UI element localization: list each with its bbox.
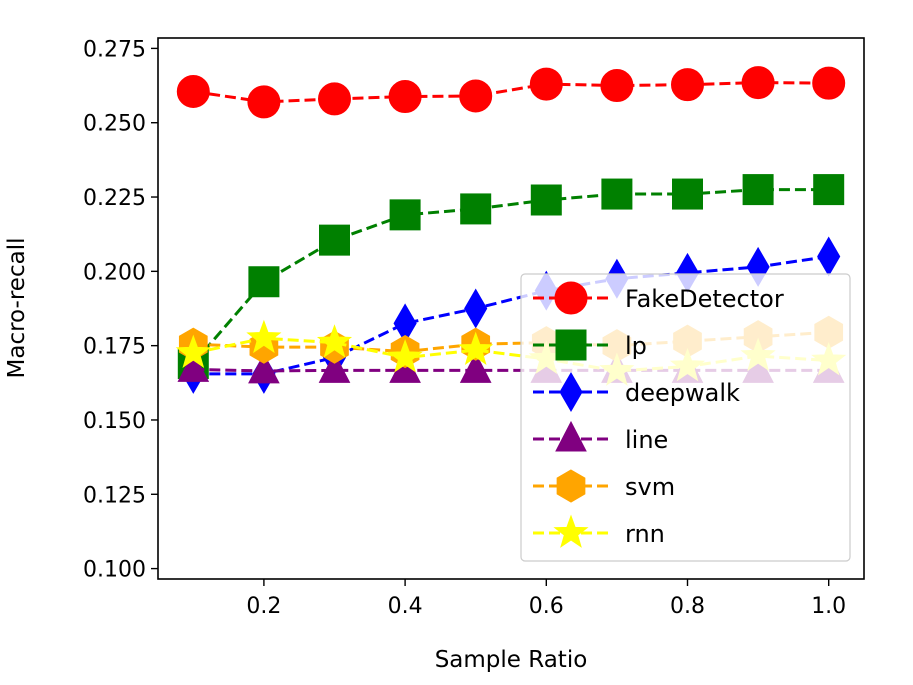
x-axis-label: Sample Ratio [435,647,588,673]
data-point-lp [813,174,845,206]
y-axis-label: Macro-recall [4,238,30,379]
legend-marker-lp [555,329,587,361]
data-point-rnn [458,331,494,366]
legend: FakeDetector lp deepwalk line svm rnn [520,273,851,562]
data-point-lp [319,224,350,256]
legend-marker-svm [556,469,586,503]
x-tick-label: 0.6 [529,594,564,619]
legend-entry-svm: svm [533,469,675,503]
y-axis: 0.100 0.125 0.150 0.175 0.200 0.225 0.250 0.275 [83,37,158,583]
data-point-fakedetector [600,69,634,103]
data-point-lp [742,174,774,206]
legend-label: lp [625,332,647,360]
legend-entry-fakedetector: FakeDetector [533,281,784,315]
data-point-fakedetector [529,67,563,101]
data-point-line [177,351,210,382]
y-tick-label: 0.225 [83,186,146,211]
x-tick-label: 0.4 [388,594,423,619]
legend-label: rnn [625,520,665,548]
x-tick-label: 1.0 [811,594,846,619]
x-tick-label: 0.8 [670,594,705,619]
legend-marker-line [555,420,587,452]
legend-entry-rnn: rnn [533,514,665,548]
y-tick-label: 0.100 [83,558,146,583]
data-point-rnn [316,324,353,358]
data-point-line [459,352,492,383]
data-point-fakedetector [247,85,281,119]
y-tick-label: 0.275 [83,37,146,62]
plot-frame [157,37,865,580]
x-axis: 0.2 0.4 0.6 0.8 1.0 [246,579,846,619]
y-tick-label: 0.150 [83,409,146,434]
data-point-rnn [175,334,211,369]
data-point-rnn [246,319,282,354]
data-point-lp [601,178,633,210]
data-point-lp [672,178,703,210]
legend-label: line [625,426,668,454]
legend-marker-rnn [553,514,589,548]
series-line-lp [192,188,829,365]
x-tick-label: 0.2 [246,594,281,619]
series-fakedetector [176,66,846,119]
series-line-deepwalk [193,254,829,376]
data-point-lp [248,266,280,298]
y-tick-label: 0.250 [83,112,146,137]
legend-entry-line: line [533,420,668,454]
data-point-rnn [387,339,423,373]
data-point-line [318,352,351,383]
legend-label: deepwalk [625,379,740,407]
legend-label: FakeDetector [625,285,784,313]
series-line-fakedetector [193,81,829,104]
data-point-lp [389,199,421,231]
data-point-deepwalk [464,288,488,329]
y-tick-label: 0.125 [83,483,146,508]
legend-marker-deepwalk [559,372,583,412]
data-point-fakedetector [318,82,351,116]
legend-label: svm [625,473,675,501]
data-point-fakedetector [176,75,210,109]
data-point-line [248,352,280,384]
data-point-fakedetector [459,79,493,113]
data-point-fakedetector [388,80,422,114]
data-point-fakedetector [812,66,846,100]
data-point-lp [530,184,562,216]
legend-marker-fakedetector [554,281,588,315]
y-tick-label: 0.175 [83,335,146,360]
legend-entry-deepwalk: deepwalk [533,372,740,412]
data-point-fakedetector [741,66,775,100]
y-tick-label: 0.200 [83,260,146,285]
data-point-lp [460,193,492,225]
data-point-fakedetector [671,68,704,102]
legend-entry-lp: lp [533,329,647,361]
